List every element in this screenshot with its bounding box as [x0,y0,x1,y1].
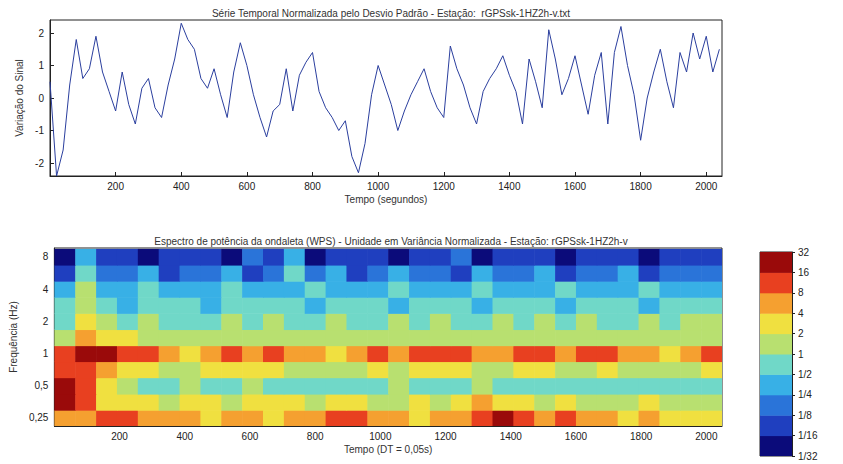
svg-text:1400: 1400 [500,431,523,442]
svg-text:-1: -1 [35,125,44,136]
svg-text:1600: 1600 [564,181,587,192]
svg-text:1/32: 1/32 [798,451,818,462]
svg-text:16: 16 [798,267,810,278]
svg-text:1200: 1200 [434,431,457,442]
svg-text:4: 4 [798,308,804,319]
svg-text:Tempo (segundos): Tempo (segundos) [345,194,428,205]
svg-text:0,5: 0,5 [34,380,48,391]
svg-text:200: 200 [111,431,128,442]
svg-text:600: 600 [239,181,256,192]
svg-text:800: 800 [304,181,321,192]
svg-text:200: 200 [107,181,124,192]
svg-text:1000: 1000 [369,431,392,442]
svg-text:600: 600 [242,431,259,442]
svg-text:1/8: 1/8 [798,410,812,421]
svg-text:400: 400 [176,431,193,442]
svg-text:Espectro de potência da ondale: Espectro de potência da ondaleta (WPS) -… [154,236,627,247]
svg-text:1800: 1800 [630,431,653,442]
svg-text:1/2: 1/2 [798,369,812,380]
svg-text:8: 8 [798,287,804,298]
svg-text:Variação do Sinal: Variação do Sinal [14,59,25,137]
svg-text:1: 1 [43,348,49,359]
svg-text:1600: 1600 [565,431,588,442]
svg-text:2000: 2000 [695,181,718,192]
svg-text:1: 1 [798,349,804,360]
svg-text:1: 1 [38,60,44,71]
svg-text:2: 2 [43,316,49,327]
svg-text:Série Temporal Normalizada pel: Série Temporal Normalizada pelo Desvio P… [212,8,570,19]
svg-text:Frequência (Hz): Frequência (Hz) [8,301,19,373]
svg-text:4: 4 [43,284,49,295]
svg-text:2: 2 [798,328,804,339]
svg-text:400: 400 [173,181,190,192]
svg-text:1400: 1400 [498,181,521,192]
svg-text:32: 32 [798,247,810,258]
svg-text:0: 0 [38,93,44,104]
svg-text:0,25: 0,25 [29,412,49,423]
svg-text:1000: 1000 [367,181,390,192]
svg-text:2000: 2000 [695,431,718,442]
svg-text:1/16: 1/16 [798,430,818,441]
svg-text:1200: 1200 [433,181,456,192]
svg-text:1/4: 1/4 [798,389,812,400]
svg-text:-2: -2 [35,158,44,169]
svg-text:1800: 1800 [630,181,653,192]
svg-text:2: 2 [38,28,44,39]
svg-text:Tempo (DT = 0,05s): Tempo (DT = 0,05s) [344,444,432,455]
svg-text:8: 8 [43,251,49,262]
svg-text:800: 800 [307,431,324,442]
